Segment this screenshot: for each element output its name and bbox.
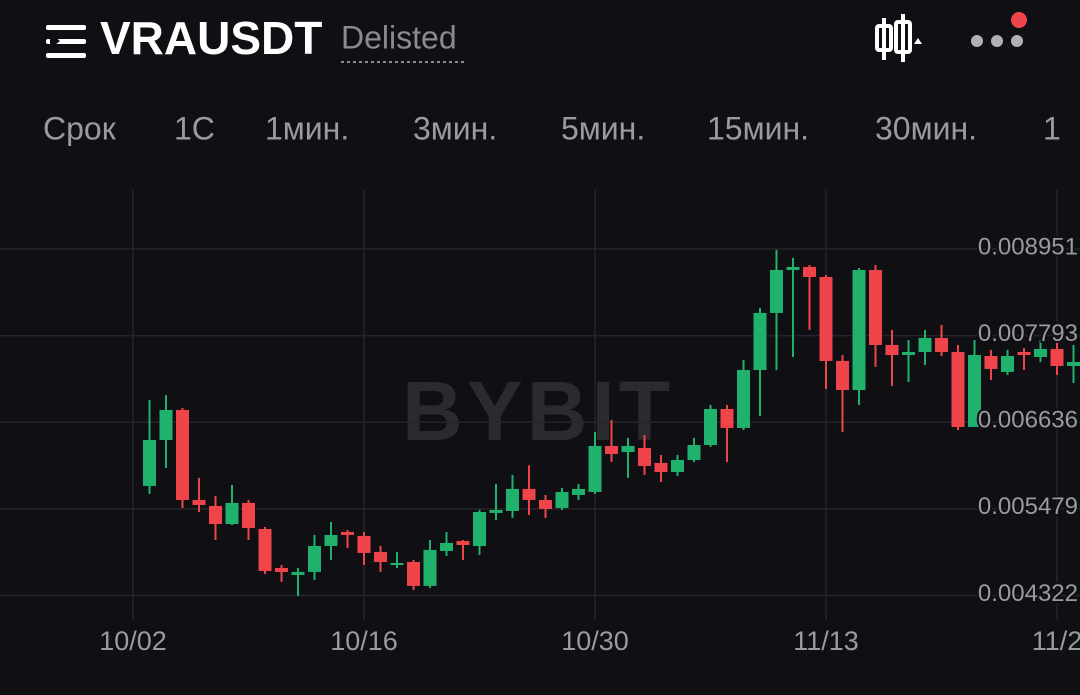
menu-bar [46,25,86,30]
candle-body [1067,362,1080,366]
candle-body [192,499,206,505]
more-menu[interactable] [971,12,1027,47]
status: Delisted [341,19,457,55]
candle-body [671,459,684,472]
candle-body [687,445,701,460]
candle-body [621,445,635,452]
dot [971,35,983,47]
menu-notch [50,33,60,49]
candle-body [753,312,767,371]
candle-body [803,266,816,277]
candle-body [605,445,618,454]
x-tick-label: 11/2 [1032,626,1080,656]
interval-tab[interactable]: 1мин. [265,110,349,146]
candle-body [308,545,321,572]
candle-body [456,540,470,546]
y-tick-label: 0.008951 [978,233,1078,260]
candle-body [143,439,156,486]
notification-dot [1011,12,1027,28]
x-tick-label: 11/13 [793,626,859,656]
menu-icon[interactable] [46,25,86,58]
candle-body [489,509,503,513]
candle-body [885,345,899,355]
candle-body [935,337,948,352]
candle-body [654,462,668,472]
candle-body [407,561,420,586]
candle-body [819,276,833,361]
icon-body [894,20,912,54]
candle-body [786,266,800,271]
interval-tab[interactable]: 30мин. [875,110,977,146]
y-tick-label: 0.006636 [978,407,1078,434]
candle-body [902,351,915,355]
dot [1011,35,1023,47]
y-tick-label: 0.007793 [978,320,1078,347]
candle-body [720,409,734,428]
candle-body [374,551,387,562]
x-tick-label: 10/16 [330,626,398,656]
candle-body [984,356,998,369]
candle-body [572,488,585,496]
interval-tab[interactable]: 15мин. [707,110,809,146]
candle-body [638,448,651,466]
candle-body [852,270,866,390]
candle-body [770,270,783,313]
candle-body [869,270,882,346]
interval-tabs: Срок 1С 1мин. 3мин. 5мин. 15мин. 30мин. 1 [43,110,1061,146]
candle-body [291,571,305,575]
candle-body [737,370,750,428]
x-tick-label: 10/02 [99,626,167,656]
candle-body [588,445,602,492]
candle-body [242,502,255,528]
interval-tab[interactable]: 1С [174,110,215,146]
interval-tab[interactable]: 5мин. [561,110,645,146]
icon-body [875,24,893,52]
candle-body [357,535,371,553]
candle-body [951,351,965,427]
dot [991,35,1003,47]
candle-body [258,528,272,571]
candle-body [275,567,288,572]
candle-body [473,511,486,546]
candle-body [1001,356,1014,372]
candle-body [539,499,552,510]
candle-body [324,534,338,546]
interval-tab[interactable]: Срок [43,110,117,146]
interval-tab[interactable]: 1 [1043,110,1061,146]
candle-body [341,531,354,535]
symbol[interactable]: VRAUSDT [100,12,322,64]
candle-body [704,409,717,446]
y-tick-label: 0.005479 [978,493,1078,520]
candle-body [423,549,437,586]
candle-body [555,491,569,508]
candle-body [159,409,173,440]
candle-body [1034,348,1047,357]
chart: BYBIT 10/02 10/16 10/30 11/13 11/2 0.004322 0.0… [0,190,1080,656]
candle-body [1017,351,1031,355]
candle-body [918,337,932,352]
candle-body [836,360,849,390]
candle-body [176,409,189,500]
interval-tab[interactable]: 3мин. [413,110,497,146]
chart-type-icon[interactable] [875,14,922,62]
icon-caret [914,38,922,44]
x-tick-label: 10/30 [561,626,629,656]
candle-body [968,354,981,427]
candle-body [225,502,239,524]
candle-body [440,542,453,551]
candle-body [390,562,404,565]
menu-bar [46,53,86,58]
y-tick-label: 0.004322 [978,580,1078,607]
candle-body [522,488,536,500]
watermark: BYBIT [402,364,674,458]
candle-body [1050,348,1064,366]
candle-body [506,488,519,511]
candle-body [209,506,222,524]
